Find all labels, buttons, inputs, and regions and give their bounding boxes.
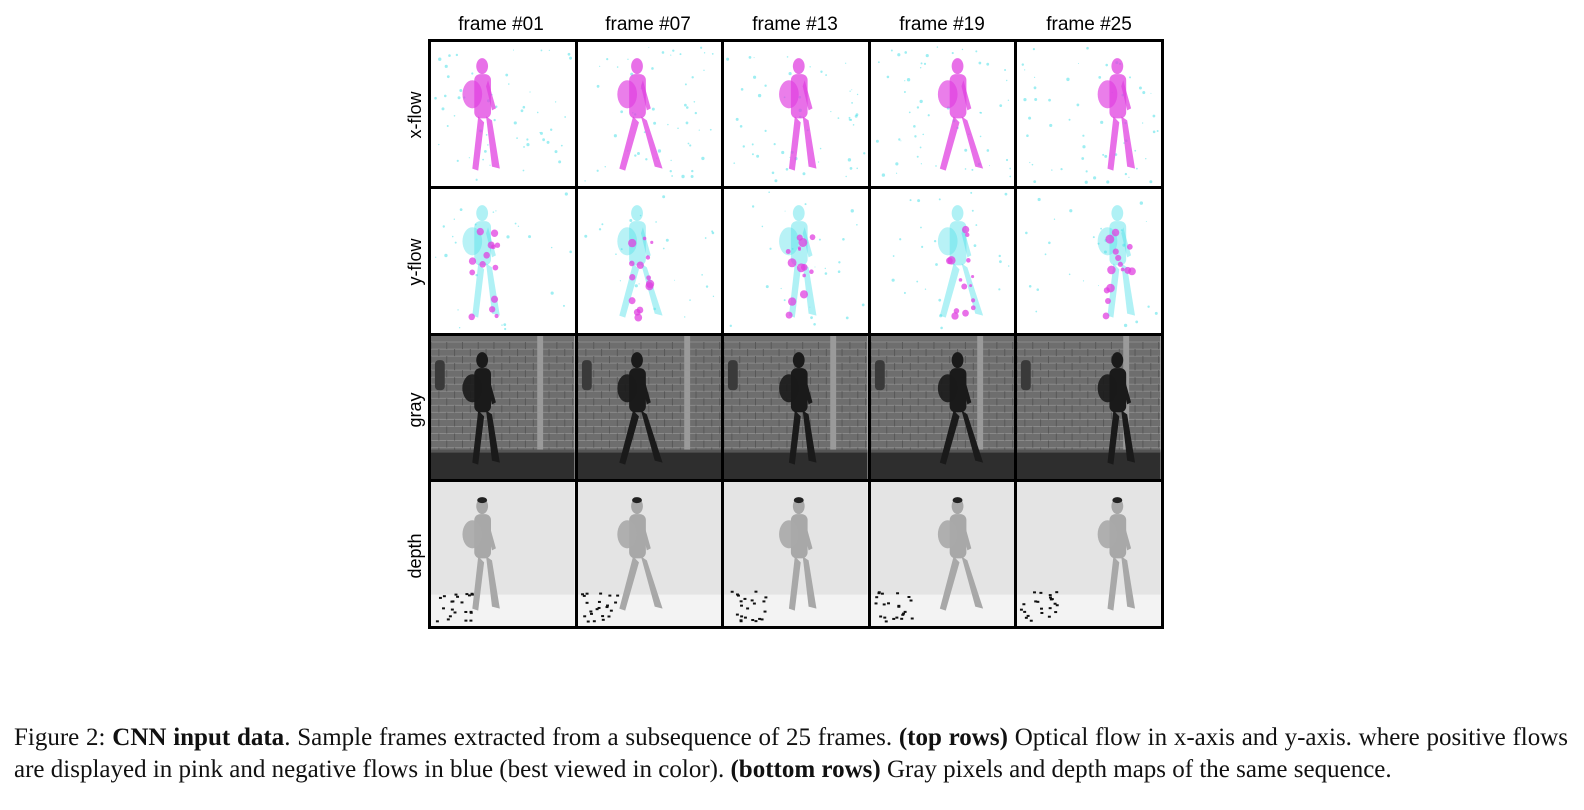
figure-panel-gray [870,335,1015,480]
xflow-image [1017,42,1161,186]
gray-image [724,335,868,480]
caption-top-rows-label: (top rows) [898,724,1008,751]
figure-panel-xflow [870,42,1015,186]
caption-sentence-3: Gray pixels and depth maps of the same s… [880,756,1392,783]
figure-panel-xflow [431,42,575,186]
figure-panel-yflow [577,188,722,333]
depth-image [1017,482,1161,626]
xflow-image [870,42,1015,186]
figure-panel-yflow [870,188,1015,333]
figure-panel-depth [724,482,868,626]
figure-panel-xflow [577,42,722,186]
row-label: y-flow [405,238,425,286]
figure-caption: Figure 2: CNN input data. Sample frames … [14,722,1568,786]
figure-panel-xflow [1017,42,1161,186]
figure-panel-depth [431,482,575,626]
column-header: frame #19 [899,14,985,35]
yflow-image [431,188,575,333]
gray-image [577,335,722,480]
figure-panel-depth [1017,482,1161,626]
depth-image [431,482,575,626]
caption-sentence-2: Optical flow in x-axis and y-axis. where… [14,724,1569,783]
column-header: frame #13 [752,14,838,35]
gray-image [1017,335,1161,480]
column-header: frame #01 [458,14,544,35]
gray-image [870,335,1015,480]
figure-panel-yflow [1017,188,1161,333]
gray-image [431,335,575,480]
figure-panel-gray [577,335,722,480]
figure-image-grid [428,39,1164,629]
depth-image [870,482,1015,626]
depth-image [724,482,868,626]
xflow-image [431,42,575,186]
caption-prefix: Figure 2: [14,724,113,751]
row-label: gray [405,392,425,428]
yflow-image [1017,188,1161,333]
figure-panel-gray [724,335,868,480]
figure-panel-gray [1017,335,1161,480]
column-header: frame #25 [1046,14,1132,35]
row-label: x-flow [405,91,425,139]
row-label: depth [405,533,425,579]
xflow-image [724,42,868,186]
figure-panel-depth [870,482,1015,626]
yflow-image [870,188,1015,333]
caption-bottom-rows-label: (bottom rows) [730,756,881,783]
column-header: frame #07 [605,14,691,35]
yflow-image [724,188,868,333]
figure-panel-yflow [431,188,575,333]
figure-panel-xflow [724,42,868,186]
figure-panel-depth [577,482,722,626]
xflow-image [577,42,722,186]
depth-image [577,482,722,626]
figure-panel-yflow [724,188,868,333]
caption-title: CNN input data [112,724,285,751]
yflow-image [577,188,722,333]
figure-panel-gray [431,335,575,480]
caption-sentence-1: . Sample frames extracted from a subsequ… [284,724,899,751]
